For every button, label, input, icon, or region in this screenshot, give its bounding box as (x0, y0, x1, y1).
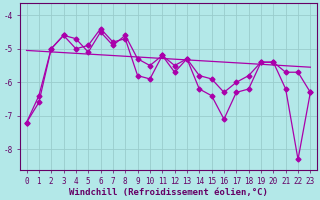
X-axis label: Windchill (Refroidissement éolien,°C): Windchill (Refroidissement éolien,°C) (69, 188, 268, 197)
